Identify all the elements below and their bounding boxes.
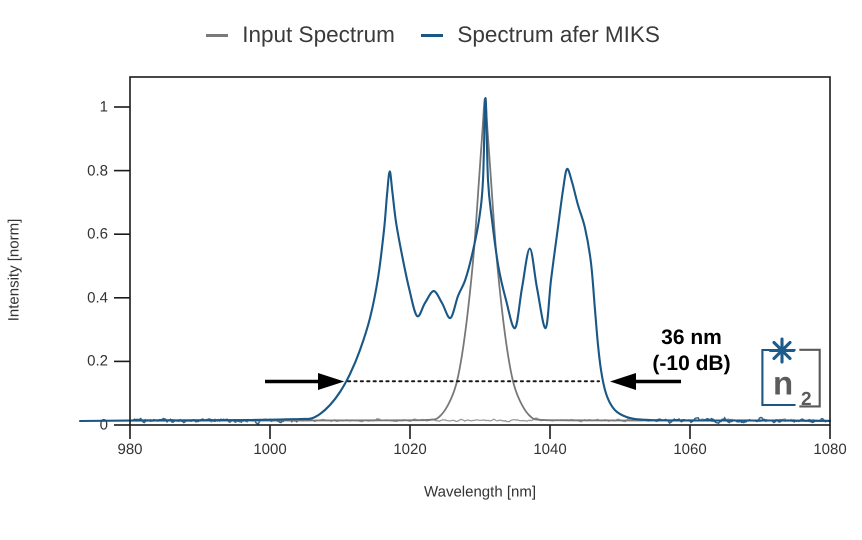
svg-text:2: 2 — [801, 389, 812, 410]
svg-text:n: n — [773, 365, 793, 402]
